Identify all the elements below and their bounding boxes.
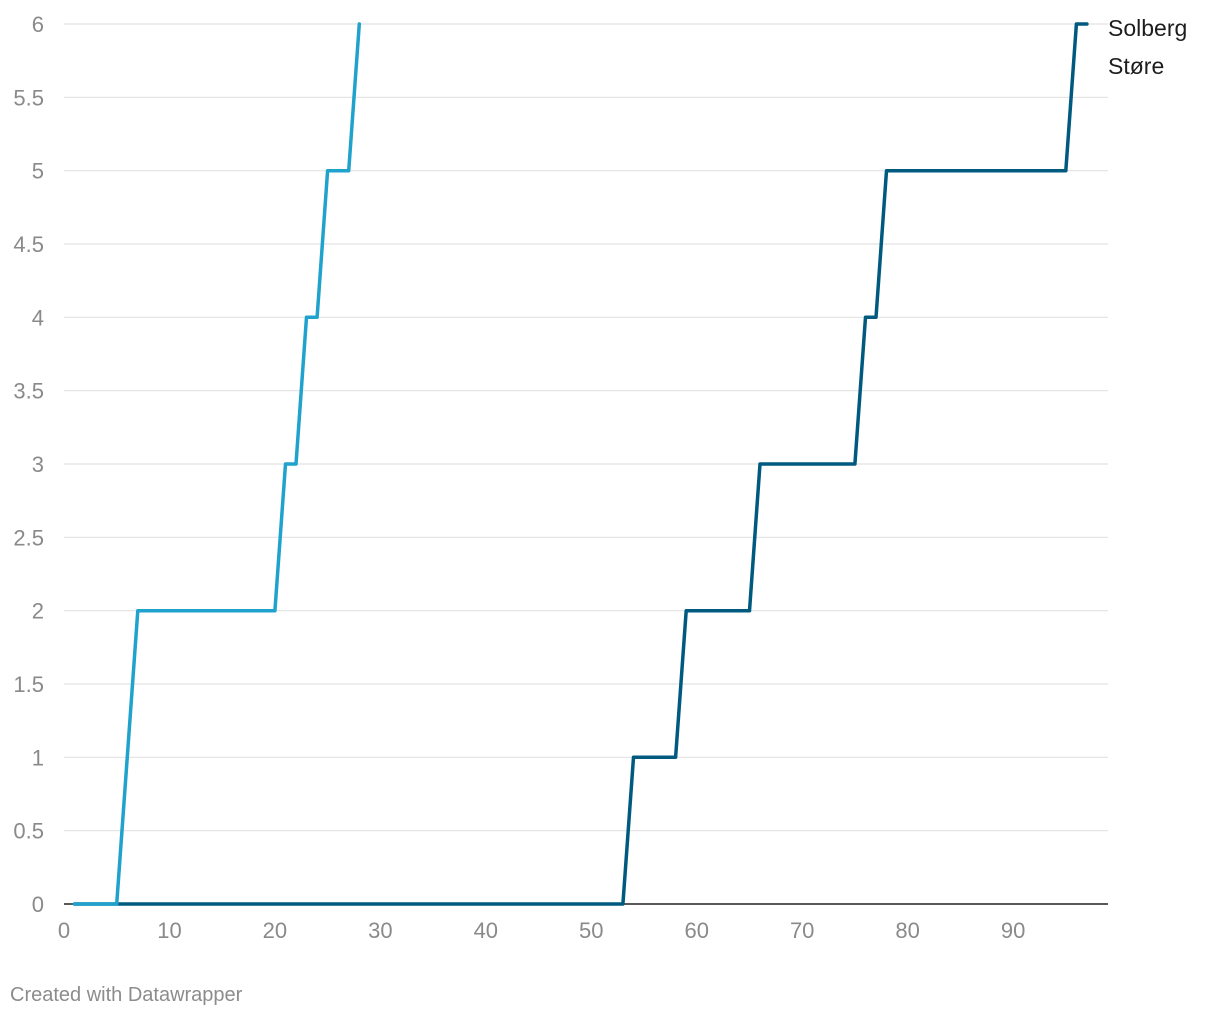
series-lines (72, 22, 1089, 906)
step-line-chart: 0 0.5 1 1.5 2 2.5 3 3.5 4 4.5 5 5.5 6 0 10 20 30 40 50 60 7… (13, 12, 1187, 943)
y-tick-label: 6 (32, 12, 44, 37)
y-tick-label: 5 (32, 159, 44, 184)
series-line-0 (72, 22, 1089, 906)
y-tick-label: 4 (32, 305, 44, 330)
y-tick-label: 5.5 (13, 85, 44, 110)
legend-label: Støre (1108, 53, 1164, 79)
legend-label: Solberg (1108, 15, 1187, 41)
x-tick-label: 30 (368, 918, 392, 943)
y-axis-ticks: 0 0.5 1 1.5 2 2.5 3 3.5 4 4.5 5 5.5 6 (13, 12, 44, 917)
y-tick-label: 0.5 (13, 819, 44, 844)
x-tick-label: 10 (157, 918, 181, 943)
y-tick-label: 3.5 (13, 379, 44, 404)
x-tick-label: 90 (1001, 918, 1025, 943)
y-tick-label: 0 (32, 892, 44, 917)
x-tick-label: 60 (684, 918, 708, 943)
x-tick-label: 80 (895, 918, 919, 943)
y-tick-label: 1.5 (13, 672, 44, 697)
y-tick-label: 3 (32, 452, 44, 477)
grid-lines (64, 23, 1108, 832)
x-tick-label: 70 (790, 918, 814, 943)
y-tick-label: 2 (32, 599, 44, 624)
x-tick-label: 20 (263, 918, 287, 943)
legend: Solberg Støre (1108, 15, 1187, 79)
y-tick-label: 1 (32, 745, 44, 770)
y-tick-label: 4.5 (13, 232, 44, 257)
series-line-1 (72, 22, 362, 906)
x-tick-label: 40 (474, 918, 498, 943)
x-tick-label: 0 (58, 918, 70, 943)
x-tick-label: 50 (579, 918, 603, 943)
y-tick-label: 2.5 (13, 525, 44, 550)
datawrapper-credit: Created with Datawrapper (10, 984, 243, 1006)
x-axis-ticks: 0 10 20 30 40 50 60 70 80 90 (58, 918, 1025, 943)
